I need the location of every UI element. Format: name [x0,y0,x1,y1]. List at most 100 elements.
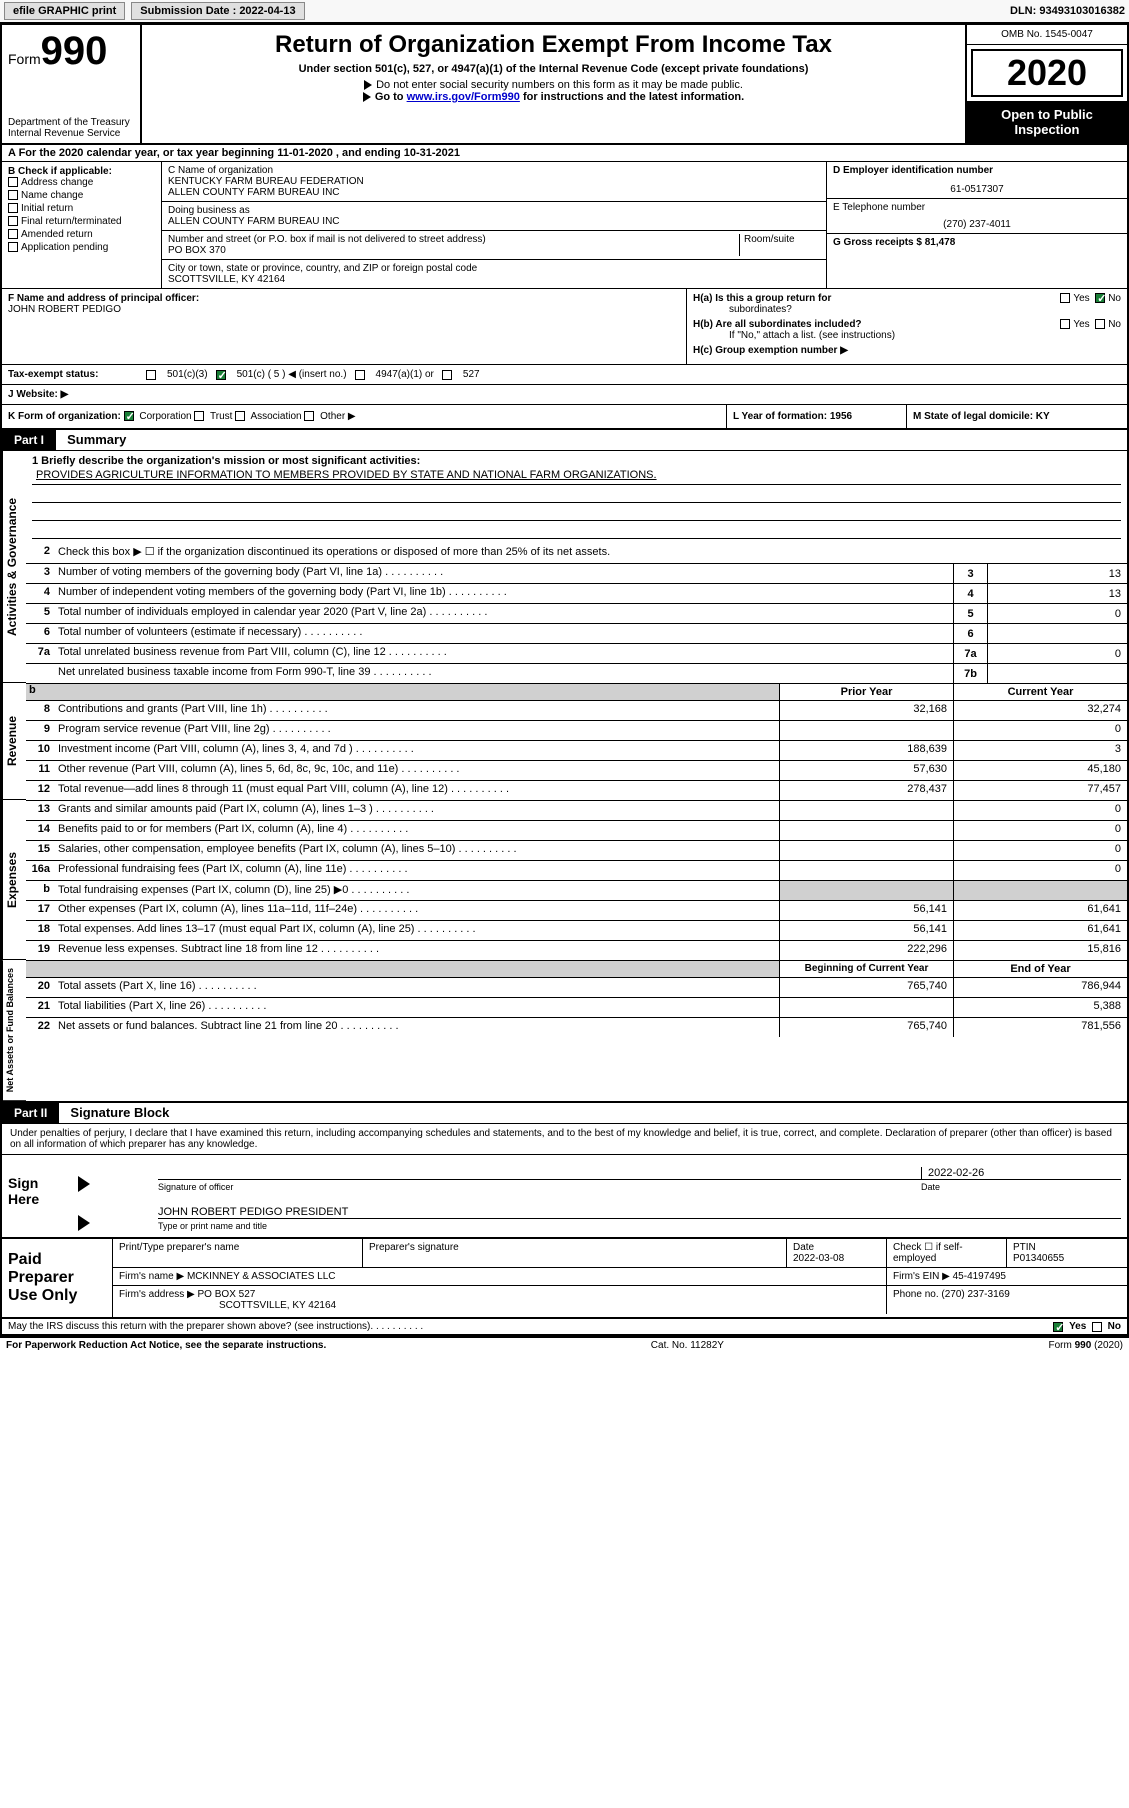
vlabel-expenses: Expenses [2,800,26,960]
part2-title: Signature Block [62,1102,177,1123]
form-title: Return of Organization Exempt From Incom… [150,31,957,59]
open-inspection: Open to Public Inspection [967,101,1127,143]
part1-title: Summary [59,429,134,450]
principal-officer: F Name and address of principal officer:… [2,289,687,364]
part1-header: Part I Summary [2,430,1127,451]
footer-row: For Paperwork Reduction Act Notice, see … [0,1338,1129,1353]
chk-corporation[interactable] [124,411,134,421]
column-b-checkboxes: B Check if applicable: Address change Na… [2,162,162,288]
ein-cell: D Employer identification number 61-0517… [827,162,1127,199]
chk-other[interactable] [304,411,314,421]
mission-text: PROVIDES AGRICULTURE INFORMATION TO MEMB… [32,467,1121,485]
chk-4947[interactable] [355,370,365,380]
chk-trust[interactable] [194,411,204,421]
org-name-cell: C Name of organization KENTUCKY FARM BUR… [162,162,826,202]
efile-button[interactable]: efile GRAPHIC print [4,2,125,20]
data-row: bTotal fundraising expenses (Part IX, co… [26,880,1127,900]
chk-name-change[interactable]: Name change [8,190,155,201]
paid-preparer-section: Paid Preparer Use Only Print/Type prepar… [2,1239,1127,1319]
signature-line[interactable]: 2022-02-26 [158,1167,1121,1180]
discuss-yes[interactable] [1053,1322,1063,1332]
sign-here-section: Sign Here 2022-02-26 Signature of office… [2,1155,1127,1239]
dln-label: DLN: 93493103016382 [1010,5,1125,17]
column-c-org-info: C Name of organization KENTUCKY FARM BUR… [162,162,827,288]
activities-governance-section: Activities & Governance 1 Briefly descri… [2,451,1127,683]
data-row: 19Revenue less expenses. Subtract line 1… [26,940,1127,960]
h-c-line: H(c) Group exemption number ▶ [693,345,1121,356]
year-box: 2020 [971,49,1123,97]
triangle-icon [363,92,371,102]
data-row: 15Salaries, other compensation, employee… [26,840,1127,860]
paid-preparer-label: Paid Preparer Use Only [2,1239,112,1317]
submission-date-button[interactable]: Submission Date : 2022-04-13 [131,2,304,20]
data-row: 16aProfessional fundraising fees (Part I… [26,860,1127,880]
h-a-line: H(a) Is this a group return for Yes No s… [693,293,1121,315]
h-b-line: H(b) Are all subordinates included? Yes … [693,319,1121,341]
vlabel-net-assets: Net Assets or Fund Balances [2,960,26,1101]
summary-row: 5Total number of individuals employed in… [26,603,1127,623]
chk-final-return[interactable]: Final return/terminated [8,216,155,227]
chk-initial-return[interactable]: Initial return [8,203,155,214]
hb-yes[interactable] [1060,319,1070,329]
revenue-section: Revenue b Prior Year Current Year 8Contr… [2,683,1127,800]
chk-501c3[interactable] [146,370,156,380]
chk-527[interactable] [442,370,452,380]
discuss-no[interactable] [1092,1322,1102,1332]
column-d-ein-phone: D Employer identification number 61-0517… [827,162,1127,288]
chk-address-change[interactable]: Address change [8,177,155,188]
data-row: 12Total revenue—add lines 8 through 11 (… [26,780,1127,800]
header-row: Form990 Department of the Treasury Inter… [2,25,1127,145]
data-row: 18Total expenses. Add lines 13–17 (must … [26,920,1127,940]
line-2: 2 Check this box ▶ ☐ if the organization… [26,543,1127,563]
topbar: efile GRAPHIC print Submission Date : 20… [0,0,1129,23]
declaration-text: Under penalties of perjury, I declare th… [2,1124,1127,1155]
preparer-row-1: Print/Type preparer's name Preparer's si… [113,1239,1127,1268]
address-cell: Number and street (or P.O. box if mail i… [162,231,826,260]
summary-row: 7aTotal unrelated business revenue from … [26,643,1127,663]
revenue-header: b Prior Year Current Year [26,683,1127,700]
instructions-link[interactable]: www.irs.gov/Form990 [407,91,520,103]
part2-tag: Part II [2,1103,59,1123]
data-row: 8Contributions and grants (Part VIII, li… [26,700,1127,720]
form-main: Form990 Department of the Treasury Inter… [0,23,1129,1338]
preparer-row-3: Firm's address ▶ PO BOX 527SCOTTSVILLE, … [113,1286,1127,1314]
arrow-icon [78,1215,90,1231]
summary-row: 4Number of independent voting members of… [26,583,1127,603]
form-number-big: 990 [41,29,108,73]
sign-here-label: Sign Here [2,1155,72,1237]
city-cell: City or town, state or province, country… [162,260,826,288]
data-row: 9Program service revenue (Part VIII, lin… [26,720,1127,740]
chk-association[interactable] [235,411,245,421]
omb-number: OMB No. 1545-0047 [967,25,1127,45]
part2-header: Part II Signature Block [2,1103,1127,1124]
header-middle: Return of Organization Exempt From Incom… [142,25,967,143]
name-title-line: JOHN ROBERT PEDIGO PRESIDENT [158,1206,1121,1219]
row-fgh: F Name and address of principal officer:… [2,289,1127,365]
vlabel-revenue: Revenue [2,683,26,800]
data-row: 13Grants and similar amounts paid (Part … [26,800,1127,820]
chk-application-pending[interactable]: Application pending [8,242,155,253]
data-row: 22Net assets or fund balances. Subtract … [26,1017,1127,1037]
data-row: 10Investment income (Part VIII, column (… [26,740,1127,760]
chk-amended-return[interactable]: Amended return [8,229,155,240]
header-left: Form990 Department of the Treasury Inter… [2,25,142,143]
department-label: Department of the Treasury Internal Reve… [8,117,134,139]
phone-cell: E Telephone number (270) 237-4011 [827,199,1127,234]
chk-501c[interactable] [216,370,226,380]
year-formation: L Year of formation: 1956 [727,405,907,428]
triangle-icon [364,80,372,90]
dba-cell: Doing business as ALLEN COUNTY FARM BURE… [162,202,826,231]
preparer-row-2: Firm's name ▶ MCKINNEY & ASSOCIATES LLC … [113,1268,1127,1286]
row-klm: K Form of organization: Corporation Trus… [2,405,1127,430]
row-a-tax-year: A For the 2020 calendar year, or tax yea… [2,145,1127,162]
data-row: 11Other revenue (Part VIII, column (A), … [26,760,1127,780]
discuss-row: May the IRS discuss this return with the… [2,1319,1127,1336]
col-b-header: B Check if applicable: [8,166,155,177]
expenses-section: Expenses 13Grants and similar amounts pa… [2,800,1127,960]
summary-row: 6Total number of volunteers (estimate if… [26,623,1127,643]
ha-yes[interactable] [1060,293,1070,303]
website-row: J Website: ▶ [2,385,1127,405]
ha-no[interactable] [1095,293,1105,303]
grid-bcd: B Check if applicable: Address change Na… [2,162,1127,289]
hb-no[interactable] [1095,319,1105,329]
